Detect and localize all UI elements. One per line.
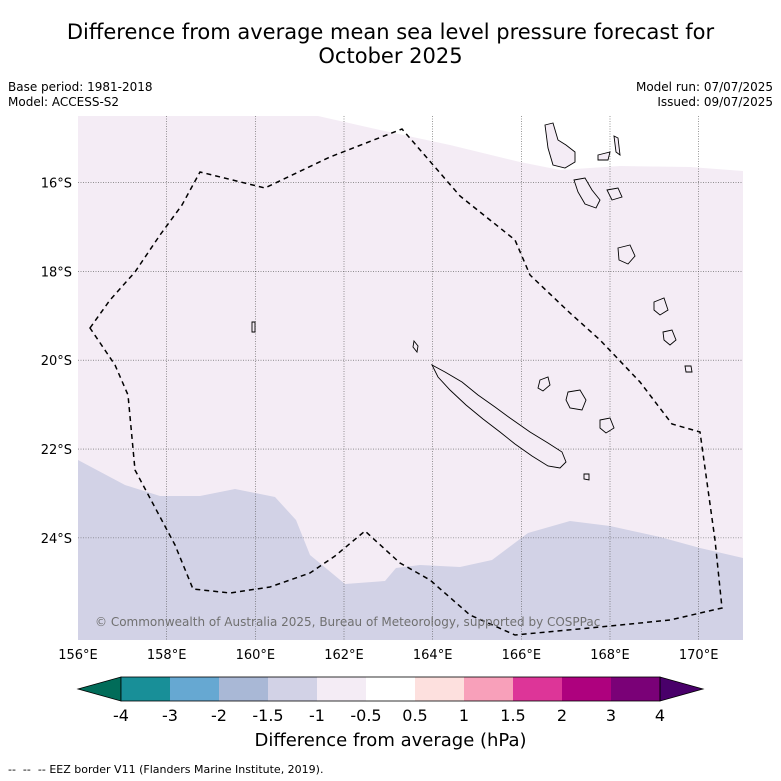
colorbar-tick-label: 2: [557, 706, 567, 725]
lon-tick-labels: 156°E 158°E 160°E 162°E 164°E 166°E 168°E 170°E: [58, 648, 718, 663]
issued-text: Issued: 09/07/2025: [657, 95, 773, 109]
model-text: Model: ACCESS-S2: [8, 95, 120, 109]
colorbar-tick-label: -4: [113, 706, 129, 725]
lon-tick-label: 168°E: [590, 648, 630, 663]
colorbar-tick-label: -2: [211, 706, 227, 725]
colorbar-outline: [120, 676, 661, 702]
lon-tick-label: 170°E: [679, 648, 719, 663]
lon-tick-label: 164°E: [413, 648, 453, 663]
colorbar-tick-label: 4: [655, 706, 665, 725]
aneityum-island: [684, 365, 693, 373]
isle-of-pines: [583, 473, 590, 481]
colorbar-segment: [513, 677, 562, 701]
meta-left: Base period: 1981-2018 Model: ACCESS-S2: [8, 80, 153, 110]
colorbar-tick-label: -1.5: [252, 706, 283, 725]
colorbar-tick-label: 1.5: [500, 706, 525, 725]
lat-tick-label: 22°S: [41, 443, 72, 458]
footer-legend: -- -- -- EEZ border V11 (Flanders Marine…: [8, 763, 323, 776]
model-run-text: Model run: 07/07/2025: [635, 80, 773, 94]
colorbar-segment: [121, 677, 170, 701]
colorbar-over-arrow: [659, 676, 705, 702]
colorbar-tick-label: 3: [606, 706, 616, 725]
colorbar-segment: [562, 677, 611, 701]
new-caledonia-island: [430, 363, 567, 469]
colorbar-tick-label: -0.5: [350, 706, 381, 725]
colorbar-label: Difference from average (hPa): [254, 730, 527, 751]
lat-tick-label: 24°S: [41, 532, 72, 547]
eez-border: [89, 128, 723, 636]
colorbar-segment: [219, 677, 268, 701]
lon-tick-label: 158°E: [147, 648, 187, 663]
colorbar-segment: [464, 677, 513, 701]
coastlines: [251, 122, 693, 481]
title-line-2: October 2025: [318, 44, 463, 68]
colorbar-segment: [268, 677, 317, 701]
colorbar-segment: [611, 677, 660, 701]
belep-island: [412, 339, 419, 354]
colorbar-segment: [317, 677, 366, 701]
colorbar-labels: -4 -3 -2 -1.5 -1 -0.5 0.5 1 1.5 2 3 4: [113, 706, 665, 725]
base-period-text: Base period: 1981-2018: [8, 80, 153, 94]
malekula-island: [573, 177, 601, 209]
field-neg1-5-region: [78, 460, 743, 640]
colorbar-segment: [170, 677, 219, 701]
maewo-island: [613, 135, 621, 156]
lon-tick-label: 160°E: [236, 648, 276, 663]
lat-tick-label: 18°S: [41, 265, 72, 280]
colorbar-segments: [76, 676, 705, 702]
lat-tick-label: 16°S: [41, 177, 72, 192]
lon-tick-label: 162°E: [324, 648, 364, 663]
colorbar-tick-label: 0.5: [402, 706, 427, 725]
lon-tick-label: 166°E: [502, 648, 542, 663]
colorbar-segment: [415, 677, 464, 701]
colorbar-segment: [366, 677, 415, 701]
gridlines: [78, 116, 743, 640]
eez-legend-marker: -- -- --: [8, 763, 46, 776]
tanna-island: [662, 329, 677, 346]
lat-tick-label: 20°S: [41, 354, 72, 369]
field-neutral-region: [318, 116, 743, 171]
colorbar-tick-label: -3: [162, 706, 178, 725]
meta-right: Model run: 07/07/2025 Issued: 09/07/2025: [636, 80, 773, 110]
colorbar-under-arrow: [76, 676, 122, 702]
lat-tick-labels: 16°S 18°S 20°S 22°S 24°S: [41, 177, 72, 547]
chesterfield-island: [251, 321, 256, 333]
chart-title: Difference from average mean sea level p…: [0, 20, 781, 68]
colorbar-tick-label: 1: [459, 706, 469, 725]
lon-tick-label: 156°E: [58, 648, 98, 663]
title-line-1: Difference from average mean sea level p…: [66, 20, 715, 44]
map-field: [78, 116, 743, 640]
colorbar-tick-label: -1: [309, 706, 325, 725]
ambae-island: [597, 151, 611, 161]
ouvea-island: [537, 376, 551, 392]
eez-legend-text: EEZ border V11 (Flanders Marine Institut…: [49, 763, 324, 776]
efate-island: [617, 244, 636, 265]
erromango-island: [653, 297, 669, 316]
lifou-island: [565, 389, 587, 411]
epi-island: [606, 187, 623, 201]
mare-island: [599, 417, 615, 434]
espiritu-santo-island: [544, 122, 576, 169]
copyright-text: © Commonwealth of Australia 2025, Bureau…: [95, 615, 600, 629]
